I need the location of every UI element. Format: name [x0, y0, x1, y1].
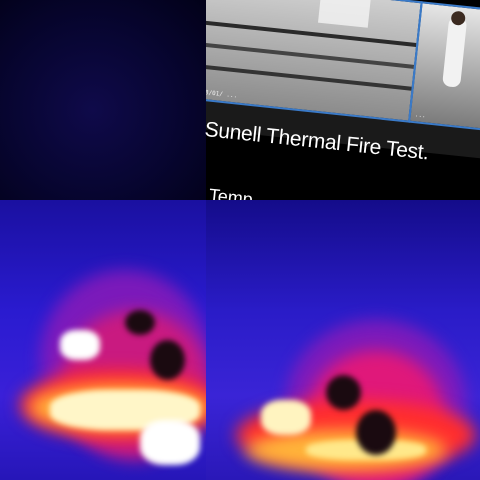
thermal-fire-view-left — [0, 200, 206, 480]
thermal-dark-view — [0, 0, 206, 200]
monitor-photo: 2018/01/ ... ... — [206, 0, 480, 200]
camera-timestamp: 2018/01/ ... — [206, 88, 238, 100]
camera-view-main: 2018/01/ ... — [206, 0, 423, 123]
camera-view-side: ... — [408, 1, 480, 131]
camera-timestamp: ... — [414, 111, 427, 120]
thermal-fire-view-right — [206, 200, 480, 480]
